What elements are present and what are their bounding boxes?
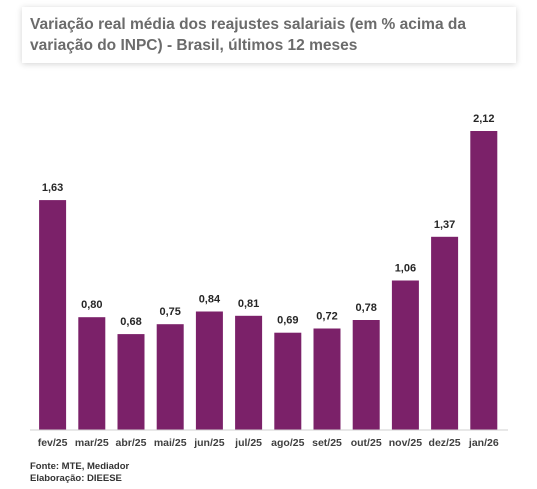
value-label: 1,06 [395,263,416,275]
bar-mai-25 [156,324,184,430]
title-box: Variação real média dos reajustes salari… [22,7,516,63]
bar-nov-25 [391,280,419,430]
value-label: 0,69 [277,315,298,327]
value-label: 0,78 [355,302,376,314]
x-tick-label: out/25 [351,437,382,449]
value-label: 0,68 [120,316,141,328]
bar-jul-25 [235,315,263,430]
value-label: 0,81 [238,298,259,310]
x-tick-label: jul/25 [234,437,262,449]
bar-jun-25 [195,311,223,430]
x-tick-label: jan/26 [468,437,499,449]
value-label: 1,63 [42,182,63,194]
x-tick-label: mar/25 [75,437,109,449]
bar-fev-25 [39,200,67,430]
source-note: Fonte: MTE, Mediador Elaboração: DIEESE [30,461,129,484]
bar-jan-26 [470,131,498,430]
value-label: 2,12 [473,113,494,125]
value-label: 0,80 [81,299,102,311]
bar-dez-25 [431,236,459,430]
bar-abr-25 [117,334,145,430]
bar-set-25 [313,328,341,430]
chart-title: Variação real média dos reajustes salari… [30,16,466,54]
x-tick-label: set/25 [312,437,342,449]
value-label: 1,37 [434,219,455,231]
value-label: 0,84 [199,294,221,306]
bars-group [39,131,498,430]
bar-ago-25 [274,332,302,430]
x-tick-label: jun/25 [193,437,225,449]
bar-out-25 [352,320,380,430]
x-tick-labels-group: fev/25 mar/25 abr/25 mai/25 jun/25 jul/25 ago/… [38,437,499,449]
source-line: Fonte: MTE, Mediador [30,461,130,472]
value-labels-group: 1,63 0,80 0,68 0,75 0,84 0,81 0,69 0,72 0,78 1,06… [42,113,495,328]
value-label: 0,72 [316,311,337,323]
x-tick-label: dez/25 [429,437,461,449]
x-tick-label: ago/25 [271,437,304,449]
x-tick-label: mai/25 [154,437,187,449]
x-tick-label: abr/25 [116,437,147,449]
x-tick-label: nov/25 [389,437,422,449]
value-label: 0,75 [159,306,180,318]
bar-mar-25 [78,317,106,430]
elaboration-line: Elaboração: DIEESE [30,472,122,484]
x-tick-label: fev/25 [38,437,68,449]
